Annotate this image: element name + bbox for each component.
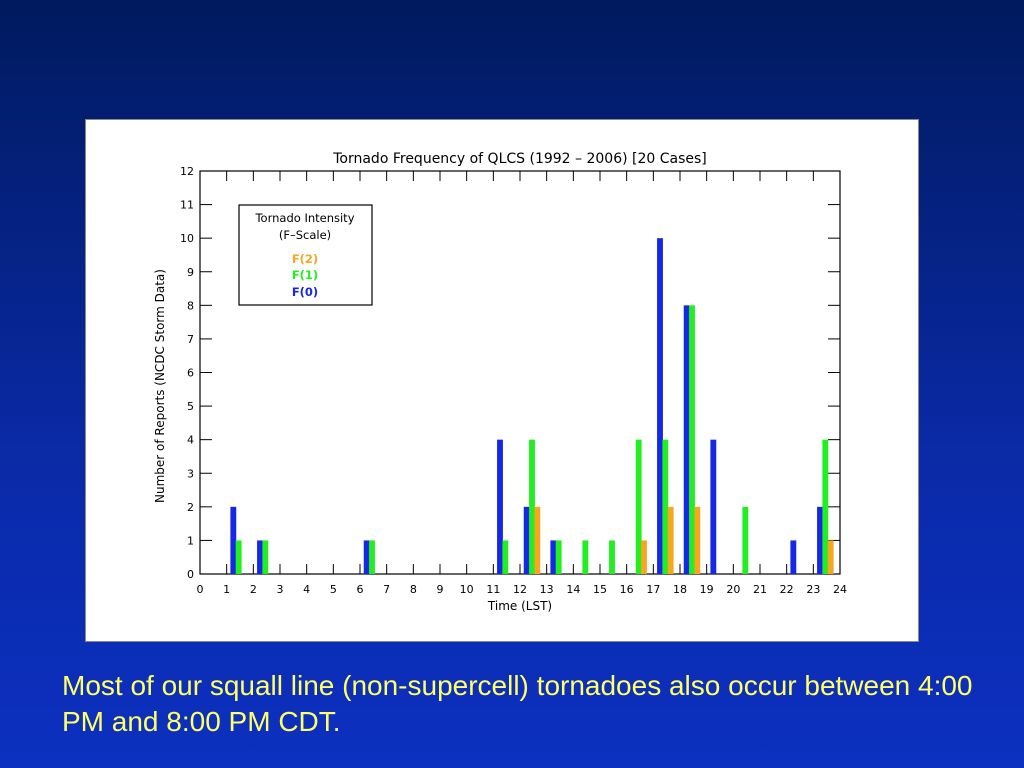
- y-tick-label: 4: [187, 434, 194, 447]
- chart-panel: Tornado Frequency of QLCS (1992 – 2006) …: [85, 119, 919, 642]
- bar-f1-hour-17: [662, 439, 669, 574]
- bar-f0-hour-12: [523, 506, 530, 574]
- y-tick-label: 2: [187, 501, 194, 514]
- x-tick-label: 14: [566, 583, 580, 596]
- x-tick-label: 19: [700, 583, 714, 596]
- bar-f2-hour-12: [534, 506, 541, 574]
- bar-f0-hour-17: [657, 238, 663, 574]
- y-tick-label: 7: [187, 333, 194, 346]
- bar-f1-hour-11: [502, 540, 509, 574]
- x-axis-label: Time (LST): [487, 599, 552, 613]
- bar-f1-hour-13: [555, 540, 562, 574]
- bar-f0-hour-13: [550, 540, 557, 574]
- bar-f0-hour-23: [817, 506, 823, 574]
- x-tick-label: 7: [383, 583, 390, 596]
- y-tick-label: 3: [187, 467, 194, 480]
- y-tick-label: 1: [187, 534, 194, 547]
- legend: Tornado Intensity (F–Scale) F(2) F(1) F(…: [238, 204, 373, 306]
- bar-f1-hour-18: [689, 305, 695, 574]
- bar-f0-hour-22: [790, 540, 797, 574]
- chart-title: Tornado Frequency of QLCS (1992 – 2006) …: [332, 151, 707, 167]
- y-tick-label: 9: [187, 266, 194, 279]
- bar-f0-hour-1: [230, 506, 237, 574]
- x-tick-label: 22: [780, 583, 794, 596]
- bar-f0-hour-2: [257, 540, 263, 574]
- x-tick-label: 23: [806, 583, 820, 596]
- x-tick-label: 11: [486, 583, 500, 596]
- bar-f1-hour-1: [235, 540, 242, 574]
- x-tick-label: 12: [513, 583, 527, 596]
- bars: [230, 238, 834, 574]
- slide-caption: Most of our squall line (non-supercell) …: [62, 670, 973, 737]
- y-tick-label: 8: [187, 299, 194, 312]
- x-tick-label: 17: [646, 583, 660, 596]
- x-tick-label: 5: [330, 583, 337, 596]
- legend-title: Tornado Intensity: [254, 211, 354, 225]
- x-tick-label: 20: [726, 583, 740, 596]
- bar-f0-hour-19: [710, 439, 717, 574]
- bar-f2-hour-17: [667, 506, 674, 574]
- x-tick-label: 9: [437, 583, 444, 596]
- legend-subtitle: (F–Scale): [279, 228, 331, 242]
- bar-f1-hour-2: [262, 540, 269, 574]
- tornado-frequency-chart: Tornado Frequency of QLCS (1992 – 2006) …: [153, 151, 847, 613]
- y-axis-label: Number of Reports (NCDC Storm Data): [153, 269, 167, 503]
- x-tick-label: 18: [673, 583, 687, 596]
- legend-entry-f0: F(0): [292, 285, 318, 299]
- bar-f2-hour-16: [641, 540, 647, 574]
- bar-f1-hour-12: [529, 439, 535, 574]
- x-tick-label: 2: [250, 583, 257, 596]
- x-tick-label: 16: [620, 583, 634, 596]
- bar-f1-hour-20: [742, 506, 749, 574]
- y-tick-label: 11: [180, 199, 194, 212]
- legend-box: [238, 204, 373, 306]
- x-tick-label: 1: [223, 583, 230, 596]
- bar-f1-hour-23: [822, 439, 829, 574]
- x-tick-label: 10: [460, 583, 474, 596]
- legend-entry-f2: F(2): [292, 252, 318, 266]
- bar-f0-hour-18: [683, 305, 690, 574]
- legend-entry-f1: F(1): [292, 268, 318, 282]
- y-tick-label: 10: [180, 232, 194, 245]
- x-tick-label: 13: [540, 583, 554, 596]
- bar-f2-hour-23: [827, 540, 834, 574]
- bar-f1-hour-16: [635, 439, 642, 574]
- x-tick-label: 3: [277, 583, 284, 596]
- bar-f0-hour-11: [497, 439, 503, 574]
- x-tick-label: 6: [357, 583, 364, 596]
- bar-f1-hour-15: [609, 540, 615, 574]
- y-tick-label: 0: [187, 568, 194, 581]
- x-tick-label: 24: [833, 583, 847, 596]
- bar-f1-hour-6: [369, 540, 375, 574]
- x-tick-label: 15: [593, 583, 607, 596]
- x-tick-label: 8: [410, 583, 417, 596]
- y-tick-label: 12: [180, 165, 194, 178]
- bar-f0-hour-6: [363, 540, 370, 574]
- y-tick-label: 6: [187, 367, 194, 380]
- bar-f1-hour-14: [582, 540, 589, 574]
- x-tick-label: 21: [753, 583, 767, 596]
- y-tick-label: 5: [187, 400, 194, 413]
- x-tick-label: 0: [197, 583, 204, 596]
- x-tick-label: 4: [303, 583, 310, 596]
- bar-f2-hour-18: [694, 506, 701, 574]
